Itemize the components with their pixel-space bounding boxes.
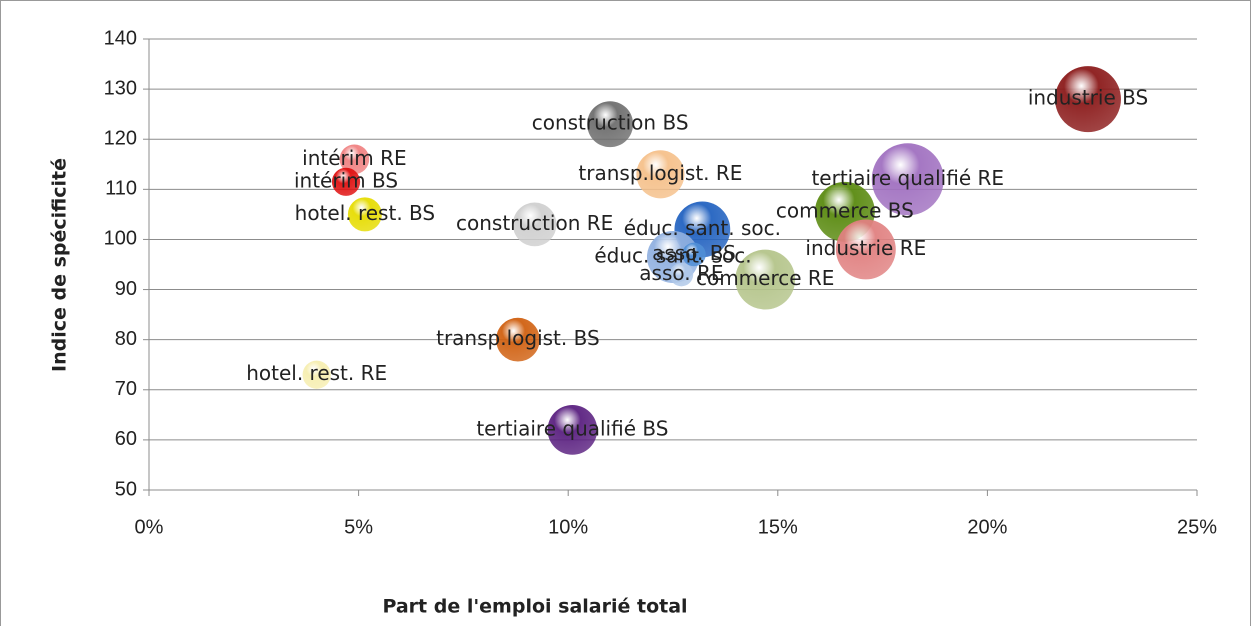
y-tick-label: 110 (105, 178, 137, 200)
bubble (547, 405, 598, 455)
data-label: hotel. rest. RE (246, 361, 387, 385)
data-label: transp.logist. BS (436, 326, 600, 350)
data-label: tertiaire qualifié RE (811, 166, 1004, 190)
data-label: industrie RE (805, 236, 926, 260)
y-tick-label: 100 (104, 228, 137, 250)
bubble (835, 219, 896, 280)
data-label: industrie BS (1028, 86, 1148, 110)
bubble (682, 242, 706, 267)
data-label: commerce BS (776, 198, 914, 222)
bubble (496, 317, 540, 362)
bubble (331, 167, 361, 196)
bubble (347, 197, 382, 232)
y-tick-label: 70 (115, 378, 137, 400)
data-label: éduc. sant. soc. (594, 243, 751, 267)
bubble (587, 101, 634, 148)
bubble (636, 150, 685, 199)
bubble (512, 202, 557, 247)
y-tick-label: 130 (104, 77, 137, 99)
x-tick-label: 5% (344, 516, 373, 538)
y-tick-label: 140 (104, 27, 137, 49)
bubble (871, 143, 944, 216)
y-tick-label: 90 (115, 278, 137, 300)
data-label: asso. BS (652, 241, 736, 265)
data-label: intérim RE (302, 146, 407, 170)
bubble (1055, 66, 1121, 133)
x-tick-label: 10% (548, 516, 588, 538)
data-label: éduc. sant. soc. (624, 216, 781, 240)
data-label: construction RE (456, 211, 613, 235)
data-label: hotel. rest. BS (295, 201, 435, 225)
data-label: asso. RE (639, 261, 723, 285)
x-tick-label: 25% (1177, 516, 1217, 538)
y-tick-label: 50 (115, 478, 137, 500)
bubble (339, 144, 370, 175)
data-label: commerce RE (696, 266, 834, 290)
bubble (669, 262, 694, 287)
y-tick-label: 80 (115, 328, 137, 350)
y-axis-title: Indice de spécificité (49, 158, 71, 372)
bubble (302, 360, 331, 389)
data-label: construction BS (532, 111, 689, 135)
x-tick-label: 15% (758, 516, 798, 538)
x-tick-label: 0% (135, 516, 164, 538)
y-tick-label: 60 (115, 428, 137, 450)
bubble (735, 249, 796, 310)
y-tick-label: 120 (104, 128, 137, 150)
data-label: intérim BS (294, 168, 398, 192)
data-label: tertiaire qualifié BS (476, 416, 668, 440)
data-label: transp.logist. RE (578, 161, 742, 185)
x-axis-title: Part de l'emploi salarié total (382, 596, 687, 618)
x-tick-label: 20% (967, 516, 1007, 538)
